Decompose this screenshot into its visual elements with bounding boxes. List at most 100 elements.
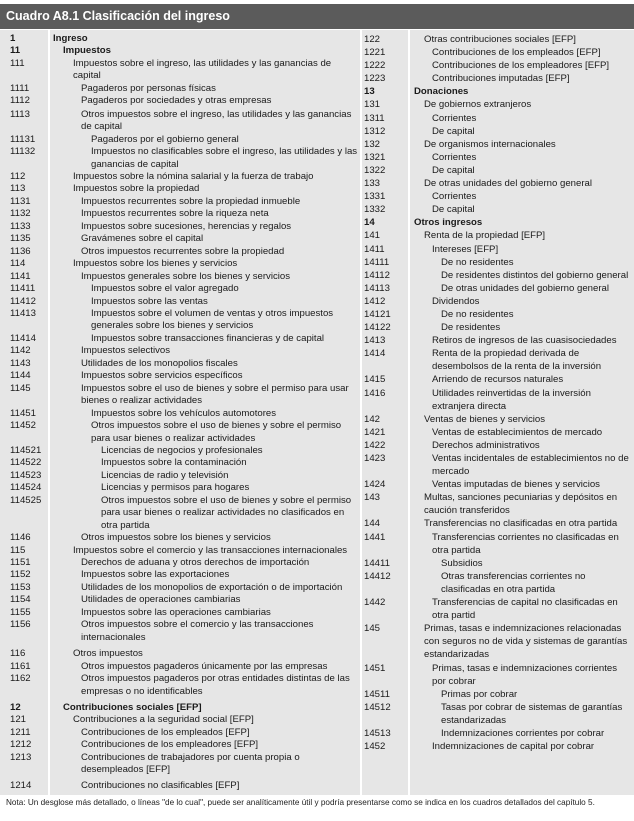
row-label: Impuestos sobre el ingreso, las utilidad… [73, 57, 332, 82]
row-label: Contribuciones sociales [EFP] [63, 702, 202, 714]
row-label: Otros impuestos recurrentes sobre la pro… [81, 245, 285, 257]
row-label: Utilidades de los monopolios de exportac… [81, 581, 343, 593]
table-row: 14113 De otras unidades del gobierno gene… [362, 282, 634, 295]
row-label: Impuestos sobre el comercio y las transa… [73, 544, 348, 556]
table-row: 1155 Impuestos sobre las operaciones camb… [0, 607, 360, 619]
row-code: 1312 [364, 125, 386, 137]
row-code: 1411 [364, 243, 385, 255]
row-label: De capital [432, 164, 475, 176]
row-label: Ventas de bienes y servicios [424, 413, 546, 425]
row-code: 14122 [364, 322, 391, 334]
row-code: 121 [10, 714, 27, 726]
table-row: 1312 De capital [362, 125, 634, 138]
row-label: Primas, tasas e indemnizaciones corrient… [432, 662, 618, 687]
row-code: 1424 [364, 479, 386, 491]
row-code: 1132 [10, 208, 31, 220]
row-label: Primas, tasas e indemnizaciones relacion… [424, 623, 628, 661]
row-label: Impuestos sobre las operaciones cambiari… [81, 606, 271, 618]
row-label: Utilidades de operaciones cambiarias [81, 594, 241, 606]
row-label: Arriendo de recursos naturales [432, 374, 564, 386]
table-row: 1451 Primas, tasas e indemnizaciones corr… [362, 662, 634, 688]
row-code: 1416 [364, 387, 386, 399]
table-row: 141 Renta de la propiedad [EFP] [362, 229, 634, 242]
row-code: 133 [364, 178, 381, 190]
row-code: 1322 [364, 164, 386, 176]
row-label: Contribuciones no clasificables [EFP] [81, 779, 240, 791]
row-code: 14411 [364, 557, 390, 569]
row-label: Otros ingresos [414, 217, 483, 229]
row-label: Derechos de aduana y otros derechos de i… [81, 557, 310, 569]
row-code: 14112 [364, 269, 390, 281]
row-label: Contribuciones de los empleadores [EFP] [81, 739, 259, 751]
row-code: 145 [364, 623, 381, 635]
row-label: Impuestos sobre transacciones financiera… [91, 332, 325, 344]
row-label: Impuestos recurrentes sobre la riqueza n… [81, 208, 269, 220]
row-label: Impuestos selectivos [81, 345, 171, 357]
table-row: 114 Impuestos sobre los bienes y servicio… [0, 258, 360, 270]
row-code: 1441 [364, 531, 386, 543]
row-code: 1211 [10, 726, 31, 738]
row-code: 1214 [10, 779, 32, 791]
table-row: 144 Transferencias no clasificadas en otr… [362, 517, 634, 530]
row-code: 1156 [10, 619, 31, 631]
table-row: 132 De organismos internacionales [362, 138, 634, 151]
row-label: Pagaderos por el gobierno general [91, 133, 239, 145]
row-label: Subsidios [441, 557, 483, 569]
row-label: Transferencias corrientes no clasificada… [432, 531, 619, 556]
table-row: 1442 Transferencias de capital no clasifi… [362, 596, 634, 622]
row-code: 1414 [364, 348, 386, 360]
row-label: Otros impuestos sobre el ingreso, las ut… [81, 108, 352, 133]
table-row: 115 Impuestos sobre el comercio y las tra… [0, 545, 360, 557]
row-code: 11412 [10, 295, 36, 307]
row-label: Impuestos sobre el valor agregado [91, 283, 239, 295]
row-label: Impuestos sobre la contaminación [101, 457, 247, 469]
table-title: Cuadro A8.1 Clasificación del ingreso [0, 4, 634, 29]
table-row: 14121 De no residentes [362, 308, 634, 321]
table-row: 1212 Contribuciones de los empleadores [E… [0, 739, 360, 751]
row-label: Transferencias de capital no clasificada… [432, 597, 618, 622]
row-code: 1145 [10, 382, 31, 394]
table-row: 112 Impuestos sobre la nómina salarial y … [0, 171, 360, 183]
row-code: 1151 [10, 557, 31, 569]
row-code: 14511 [364, 688, 390, 700]
row-code: 1321 [364, 151, 386, 163]
row-label: Ingreso [53, 33, 88, 44]
row-code: 11 [10, 45, 21, 57]
table-row: 14511 Primas por cobrar [362, 688, 634, 701]
row-code: 1423 [364, 453, 386, 464]
row-label: Impuestos sobre sucesiones, herencias y … [81, 220, 292, 232]
table-row: 116 Otros impuestos [0, 648, 360, 660]
table-row: 1441 Transferencias corrientes no clasifi… [362, 531, 634, 557]
row-code: 1223 [364, 73, 386, 85]
table-row: 1321 Corrientes [362, 151, 634, 164]
row-code: 1153 [10, 581, 31, 593]
row-label: Impuestos sobre la propiedad [73, 183, 200, 195]
table-row: 11131 Pagaderos por el gobierno general [0, 134, 360, 146]
table-row: 1162 Otros impuestos pagaderos por otras … [0, 673, 360, 698]
table-row: 14412 Otras transferencias corrientes no … [362, 570, 634, 596]
table-row: 1413 Retiros de ingresos de las cuasisoci… [362, 334, 634, 347]
row-code: 1212 [10, 739, 32, 751]
row-label: Utilidades reinvertidas de la inversión … [432, 387, 591, 412]
table-row: 1 Ingreso [0, 33, 360, 45]
row-code: 11132 [10, 146, 36, 158]
row-label: Otros impuestos pagaderos por otras enti… [81, 673, 350, 697]
row-label: Impuestos generales sobre los bienes y s… [81, 270, 291, 282]
table-row: 1145 Impuestos sobre el uso de bienes y s… [0, 383, 360, 408]
code-divider [48, 30, 50, 795]
table-row: 1151 Derechos de aduana y otros derechos … [0, 557, 360, 569]
row-code: 1155 [10, 606, 31, 618]
row-code: 1135 [10, 233, 31, 245]
row-label: Ventas de establecimientos de mercado [432, 426, 603, 438]
row-code: 1421 [364, 426, 386, 438]
row-code: 13 [364, 86, 375, 98]
table-row: 1154 Utilidades de operaciones cambiarias [0, 594, 360, 606]
row-code: 1222 [364, 60, 386, 72]
row-code: 11451 [10, 407, 36, 419]
row-label: De capital [432, 125, 475, 137]
row-label: Impuestos sobre las exportaciones [81, 569, 230, 581]
table-row: 1146 Otros impuestos sobre los bienes y s… [0, 532, 360, 544]
row-label: Otros impuestos [73, 648, 143, 660]
row-label: Contribuciones de trabajadores por cuent… [81, 751, 300, 776]
row-code: 1113 [10, 108, 30, 120]
